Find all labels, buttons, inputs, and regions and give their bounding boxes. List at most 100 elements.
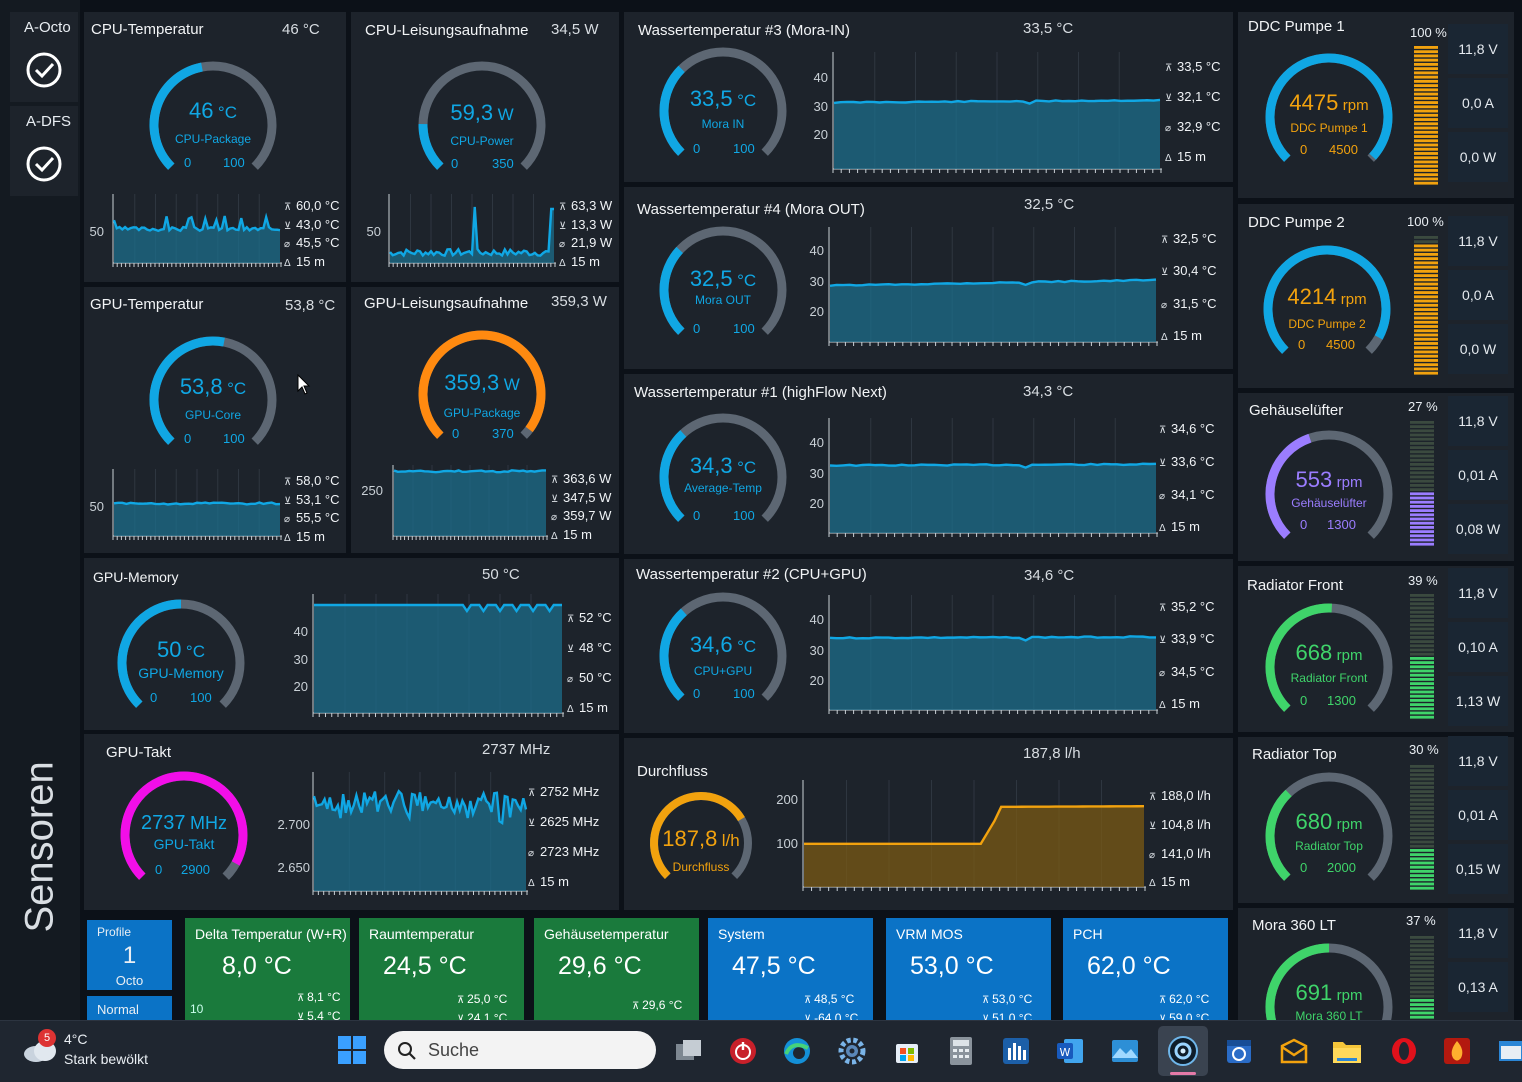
stat-duration: Δ 15 m — [284, 529, 325, 544]
folder-icon[interactable] — [1330, 1034, 1364, 1068]
history-chart — [112, 469, 282, 541]
water1-panel: Wassertemperatur #1 (highFlow Next) 34,3… — [624, 374, 1233, 554]
gauge-label: Radiator Front — [1290, 671, 1368, 685]
monitor-app-icon[interactable] — [999, 1034, 1033, 1068]
stat-duration: Δ 15 m — [1159, 519, 1200, 534]
history-chart — [392, 465, 548, 541]
duty-segment — [1414, 101, 1438, 104]
series-area — [834, 99, 1160, 169]
mail-icon[interactable] — [1277, 1034, 1311, 1068]
series-area — [830, 463, 1156, 533]
water4-panel: Wassertemperatur #4 (Mora OUT) 32,5 °C 3… — [624, 187, 1233, 369]
gauge-fill — [1265, 789, 1292, 881]
stat-duration: Δ 15 m — [528, 874, 569, 889]
store-icon[interactable] — [890, 1034, 924, 1068]
window-app-icon[interactable] — [1494, 1034, 1522, 1068]
windows-start-icon[interactable] — [338, 1036, 366, 1064]
flame-app-icon[interactable] — [1440, 1034, 1474, 1068]
gauge-min: 0 — [693, 141, 701, 156]
gauge-label: GPU-Memory — [138, 665, 224, 681]
notification-badge: 5 — [38, 1029, 56, 1047]
duty-segment — [1414, 46, 1438, 49]
aquasuite-icon[interactable] — [1166, 1034, 1200, 1068]
power-readout: 0,15 W — [1448, 844, 1508, 894]
duty-segment — [1414, 118, 1438, 121]
gauge-fill — [117, 599, 182, 708]
y-tick: 30 — [809, 466, 824, 481]
duty-segment — [1414, 147, 1438, 151]
duty-segment — [1414, 252, 1438, 256]
duty-segment — [1414, 248, 1438, 252]
calendar-app-icon[interactable] — [1222, 1034, 1256, 1068]
duty-segment — [1410, 526, 1434, 529]
word-icon[interactable]: W — [1053, 1034, 1087, 1068]
tile-room-temp: Raumtemperatur 24,5 °C ⊼ 25,0 °C ⊻ 24,1 … — [359, 918, 524, 1025]
search-box[interactable]: Suche — [384, 1031, 656, 1069]
edge-icon[interactable] — [780, 1034, 814, 1068]
duty-segment — [1414, 105, 1438, 109]
gauge-min: 0 — [1298, 337, 1306, 352]
series-line — [112, 212, 281, 233]
photos-icon[interactable] — [1108, 1034, 1142, 1068]
gauge-readout: 33,5 °C — [689, 86, 757, 111]
weather-widget[interactable]: 5 4°C Stark bewölkt — [20, 1028, 170, 1074]
duty-bar — [1410, 936, 1434, 1019]
stat-max: ⊼ 32,5 °C — [1161, 231, 1217, 246]
gauge-max: 1300 — [1327, 693, 1356, 708]
octo-button[interactable]: A-Octo — [10, 12, 78, 102]
gauge — [659, 413, 787, 522]
history-chart — [802, 780, 1146, 892]
duty-segment — [1414, 350, 1438, 354]
y-tick: 40 — [809, 243, 824, 258]
tile-stat-min: ⊻ 5,4 °C — [297, 1009, 341, 1023]
duty-segment — [1414, 173, 1438, 177]
duty-segment — [1414, 181, 1438, 185]
voltage-readout: 11,8 V — [1448, 736, 1508, 786]
gauge-max: 100 — [223, 431, 245, 446]
settings-gear-icon[interactable] — [835, 1034, 869, 1068]
duty-percent: 100 % — [1407, 214, 1444, 229]
power-readout: 0,0 W — [1448, 132, 1508, 182]
gauge-fill — [418, 123, 444, 170]
duty-segment — [1414, 244, 1438, 248]
gauge-readout: 4475 rpm — [1289, 90, 1369, 115]
series-line — [113, 501, 281, 506]
duty-segment — [1414, 308, 1438, 311]
dfs-label: A-DFS — [26, 113, 71, 130]
stat-duration: Δ 15 m — [1161, 328, 1202, 343]
series-line — [312, 789, 528, 825]
y-tick: 30 — [813, 99, 828, 114]
calculator-icon[interactable] — [944, 1034, 978, 1068]
tile-stat-max: ⊼ 48,5 °C — [804, 992, 855, 1006]
opera-icon[interactable] — [1387, 1034, 1421, 1068]
gauge-max: 4500 — [1326, 337, 1355, 352]
series-area — [830, 279, 1156, 342]
duty-segment — [1410, 429, 1434, 433]
stat-min: ⊻ 33,9 °C — [1159, 631, 1215, 646]
duty-segment — [1410, 1011, 1434, 1015]
gauge-readout: 553 rpm — [1295, 467, 1363, 492]
gauge-label: CPU+GPU — [693, 664, 753, 678]
duty-segment — [1410, 627, 1434, 631]
duty-segment — [1414, 75, 1438, 79]
profile-button[interactable]: Profile 1 Octo — [87, 920, 172, 990]
gauge-min: 0 — [184, 155, 192, 170]
gauge-fill — [1265, 53, 1393, 162]
stat-max: ⊼ 35,2 °C — [1159, 599, 1215, 614]
y-tick: 40 — [809, 435, 824, 450]
duty-segment — [1410, 433, 1434, 437]
duty-segment — [1410, 811, 1434, 814]
task-view-icon[interactable] — [672, 1034, 706, 1068]
power-app-icon[interactable] — [726, 1034, 760, 1068]
duty-segment — [1410, 769, 1434, 772]
stat-min: ⊻ 53,1 °C — [284, 492, 340, 507]
gauge — [650, 792, 752, 880]
gauge-min: 0 — [1300, 693, 1308, 708]
duty-segment — [1410, 815, 1434, 819]
duty-segment — [1410, 990, 1434, 994]
dfs-button[interactable]: A-DFS — [10, 106, 78, 196]
gauge-label: Gehäuselüfter — [1291, 496, 1367, 510]
gauge-fill — [1265, 433, 1312, 539]
profile-mode[interactable]: Normal — [87, 996, 172, 1020]
duty-segment — [1414, 160, 1438, 164]
